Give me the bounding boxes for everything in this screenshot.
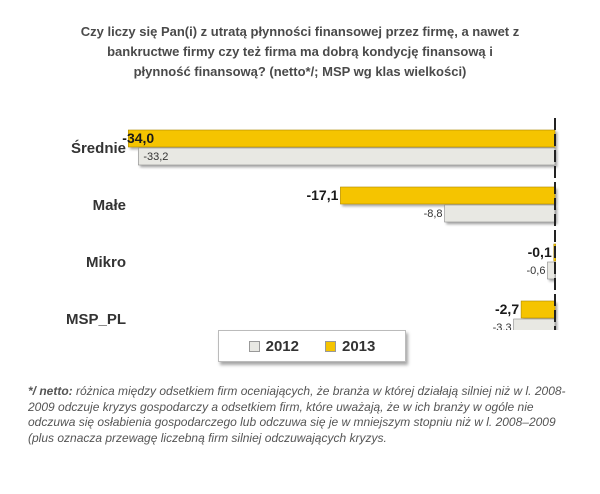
bar-2012-rednie bbox=[138, 147, 556, 166]
bar-2013-msp-pl bbox=[520, 300, 556, 319]
legend-label-2012: 2012 bbox=[265, 337, 299, 355]
data-label-2012-msp-pl: -3,3 bbox=[493, 322, 512, 330]
data-label-2013-rednie: -34,0 bbox=[122, 130, 154, 146]
data-label-2013-msp-pl: -2,7 bbox=[495, 301, 519, 317]
data-label-2012-ma-e: -8,8 bbox=[424, 208, 443, 220]
bars bbox=[128, 129, 557, 330]
footnote-text: różnica między odsetkiem firm oceniający… bbox=[28, 384, 566, 445]
legend-label-2013: 2013 bbox=[342, 337, 376, 355]
category-label-1: Małe bbox=[93, 197, 126, 214]
bar-2013-ma-e bbox=[340, 186, 556, 205]
bar-2013-rednie bbox=[128, 129, 556, 148]
bar-chart: Średnie Małe Mikro MSP_PL -34,0 -33,2 -17,1 -8… bbox=[66, 118, 557, 330]
chart-title: Czy liczy się Pan(i) z utratą płynności … bbox=[80, 24, 520, 79]
footnote: */ netto: różnica między odsetkiem firm … bbox=[28, 384, 584, 446]
category-label-2: Mikro bbox=[86, 254, 126, 271]
data-labels: -34,0 -33,2 -17,1 -8,8 -0,1 -0,6 -2,7 -3,3 bbox=[122, 130, 552, 330]
legend-item-2012: 2012 bbox=[248, 337, 299, 355]
data-label-2013-ma-e: -17,1 bbox=[306, 187, 338, 203]
data-label-2013-mikro: -0,1 bbox=[528, 244, 552, 260]
legend-item-2013: 2013 bbox=[325, 338, 375, 355]
category-label-0: Średnie bbox=[71, 139, 126, 157]
legend-swatch-2012 bbox=[248, 340, 260, 352]
category-labels: Średnie Małe Mikro MSP_PL bbox=[66, 139, 126, 328]
bar-2012-mikro bbox=[547, 261, 556, 280]
category-label-3: MSP_PL bbox=[66, 311, 126, 328]
legend: 2012 2013 bbox=[218, 330, 406, 362]
data-label-2012-mikro: -0,6 bbox=[527, 265, 546, 277]
data-label-2012-rednie: -33,2 bbox=[143, 151, 168, 163]
bar-2012-ma-e bbox=[444, 204, 556, 223]
bar-2012-msp-pl bbox=[513, 318, 556, 330]
legend-swatch-2013 bbox=[325, 340, 336, 352]
footnote-label: */ netto: bbox=[28, 384, 73, 398]
